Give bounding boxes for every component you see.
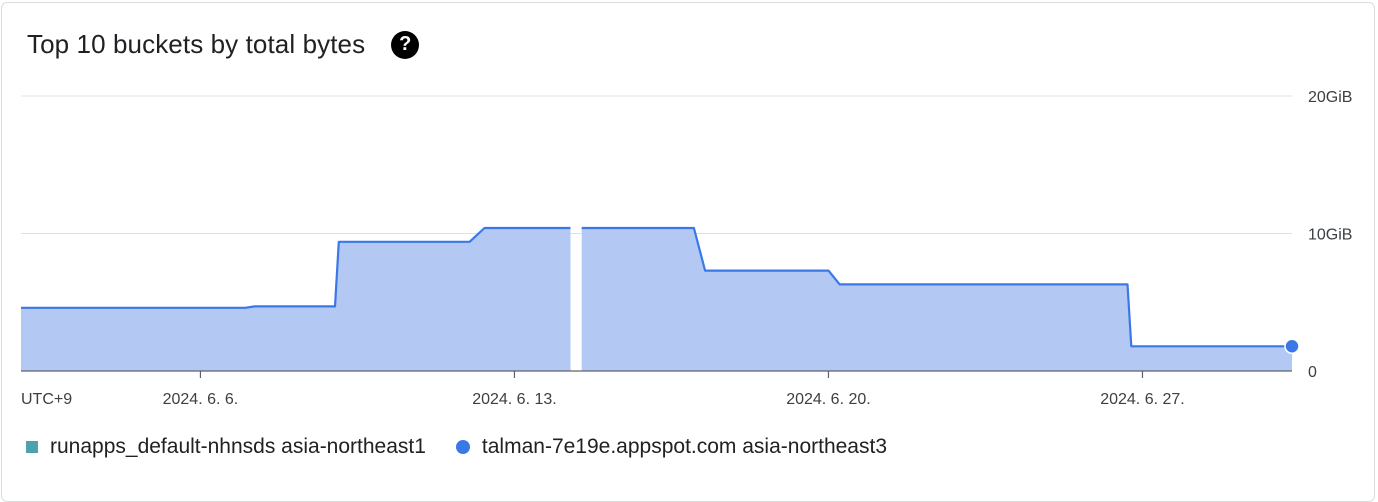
help-icon[interactable]: ? [391, 30, 420, 59]
series-area-segment [581, 228, 1292, 371]
chart-title: Top 10 buckets by total bytes [27, 29, 366, 59]
x-tick-label: 2024. 6. 13. [472, 391, 557, 408]
legend-item-runapps[interactable]: runapps_default-nhnsds asia-northeast1 [26, 435, 426, 459]
series-end-marker[interactable] [1284, 338, 1300, 354]
y-axis: 0 10GiB 20GiB [1308, 89, 1352, 381]
chart-plot[interactable]: 2024. 6. 6. 2024. 6. 13. 2024. 6. 20. 2024.… [0, 0, 1378, 480]
x-tick-label: 2024. 6. 6. [163, 391, 239, 408]
legend-circle-marker [455, 440, 470, 454]
legend-square-marker [26, 441, 38, 453]
y-tick-label: 10GiB [1308, 227, 1352, 244]
timezone-label: UTC+9 [21, 391, 72, 408]
x-tick-label: 2024. 6. 20. [786, 391, 871, 408]
series-area-segment [21, 228, 571, 371]
series-line [21, 226, 1292, 348]
legend-item-talman[interactable]: talman-7e19e.appspot.com asia-northeast3 [455, 435, 888, 459]
series-line-segment [21, 226, 571, 309]
x-tick-label: 2024. 6. 27. [1100, 391, 1185, 408]
chart-legend: runapps_default-nhnsds asia-northeast1 t… [26, 435, 917, 459]
y-tick-label: 20GiB [1308, 89, 1352, 106]
series-area [21, 228, 1292, 371]
y-tick-label: 0 [1308, 364, 1317, 381]
chart-header: Top 10 buckets by total bytes ? [27, 29, 420, 60]
legend-label: talman-7e19e.appspot.com asia-northeast3 [481, 435, 888, 458]
grid-lines [21, 95, 1292, 234]
series-markers[interactable] [1284, 338, 1300, 354]
series-line-segment [581, 226, 1292, 348]
x-axis: 2024. 6. 6. 2024. 6. 13. 2024. 6. 20. 2024.… [21, 370, 1292, 408]
legend-label: runapps_default-nhnsds asia-northeast1 [50, 435, 426, 458]
